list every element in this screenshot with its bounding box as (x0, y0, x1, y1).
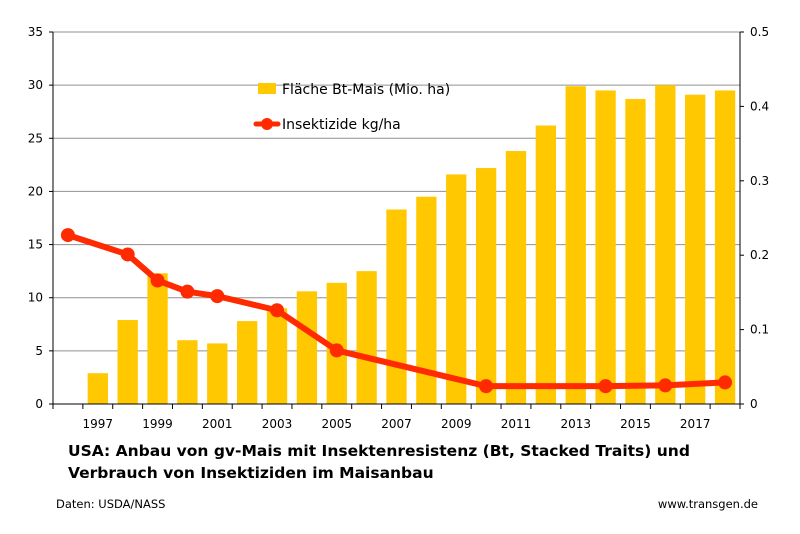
chart: 0 5 10 15 20 25 30 35 0 0.1 0.2 0.3 0.4 0.5 1997 1999 20… (28, 25, 769, 430)
axes: 0 5 10 15 20 25 30 35 0 0.1 0.2 0.3 0.4 0.5 1997 1999 20… (28, 25, 769, 430)
bar-1999 (147, 273, 168, 404)
insecticide-point-2018 (718, 375, 733, 390)
legend-line-marker (261, 118, 273, 130)
y-left-tick-label: 10 (28, 291, 43, 305)
x-tick-label: 2005 (321, 417, 352, 430)
x-tick-label: 2013 (560, 417, 591, 430)
bar-2014 (595, 90, 616, 404)
bar-2008 (416, 196, 437, 404)
bar-1998 (117, 320, 138, 404)
y-left-tick-label: 0 (35, 397, 43, 411)
x-tick-label: 2009 (441, 417, 472, 430)
insecticide-point-2001 (210, 289, 225, 304)
y-left-tick-label: 5 (35, 344, 43, 358)
insecticide-point-2010 (479, 379, 494, 394)
x-tick-label: 2007 (381, 417, 412, 430)
x-tick-label: 2015 (620, 417, 651, 430)
y-right-tick-label: 0.4 (750, 99, 769, 113)
bar-2016 (655, 85, 676, 405)
x-tick-label: 2011 (501, 417, 532, 430)
bar-2004 (296, 291, 318, 404)
bar-2005 (326, 282, 347, 404)
bar-2007 (386, 209, 407, 404)
caption-line-1: USA: Anbau von gv-Mais mit Insektenresis… (68, 442, 690, 460)
insecticide-point-2005 (329, 343, 344, 358)
bar-series (87, 85, 736, 405)
insecticide-point-2000 (180, 284, 195, 299)
insecticide-point-2016 (658, 378, 673, 393)
bar-2002 (236, 321, 258, 404)
legend-bar-label: Fläche Bt-Mais (Mio. ha) (282, 82, 450, 98)
bar-2003 (266, 308, 288, 404)
bar-2013 (565, 86, 586, 404)
bar-2015 (625, 98, 646, 405)
insecticide-point-2003 (270, 303, 285, 318)
y-right-tick-label: 0.1 (750, 323, 769, 337)
x-tick-label: 1999 (142, 417, 173, 430)
bar-2000 (177, 340, 198, 404)
bar-2001 (207, 343, 228, 404)
legend: Fläche Bt-Mais (Mio. ha) Insektizide kg/h… (253, 82, 450, 133)
data-source-note: Daten: USDA/NASS (56, 497, 166, 511)
y-left-tick-label: 35 (28, 25, 43, 39)
caption-line-2: Verbrauch von Insektiziden im Maisanbau (68, 464, 434, 482)
x-tick-label: 2017 (680, 417, 711, 430)
bar-2009 (446, 174, 467, 404)
x-tick-label: 2003 (262, 417, 293, 430)
bar-2017 (685, 94, 706, 405)
legend-bar-swatch (258, 83, 276, 94)
insecticide-point-1999 (150, 273, 165, 288)
insecticide-point-2014 (598, 379, 613, 394)
y-right-tick-label: 0.5 (750, 25, 769, 39)
y-left-tick-label: 20 (28, 184, 43, 198)
y-right-tick-label: 0.3 (750, 174, 769, 188)
bar-2006 (356, 271, 377, 404)
y-left-tick-label: 15 (28, 238, 43, 252)
bar-2011 (505, 151, 527, 404)
chart-svg: 0 5 10 15 20 25 30 35 0 0.1 0.2 0.3 0.4 0.5 1997 1999 20… (28, 25, 769, 430)
x-tick-label: 2001 (202, 417, 233, 430)
insecticide-point-1998 (120, 247, 135, 262)
x-tick-label: 1997 (83, 417, 114, 430)
bar-2018 (714, 90, 736, 404)
line-series (60, 228, 733, 394)
legend-line-label: Insektizide kg/ha (282, 117, 401, 133)
chart-caption: USA: Anbau von gv-Mais mit Insektenresis… (68, 440, 768, 484)
bar-1997 (87, 373, 108, 404)
y-right-tick-label: 0 (750, 397, 758, 411)
bar-2012 (535, 125, 557, 404)
y-right-tick-label: 0.2 (750, 248, 769, 262)
y-left-tick-label: 25 (28, 131, 43, 145)
website-link[interactable]: www.transgen.de (657, 497, 758, 511)
y-left-tick-label: 30 (28, 78, 43, 92)
bar-2010 (475, 168, 497, 404)
insecticide-point-1996 (60, 228, 75, 243)
